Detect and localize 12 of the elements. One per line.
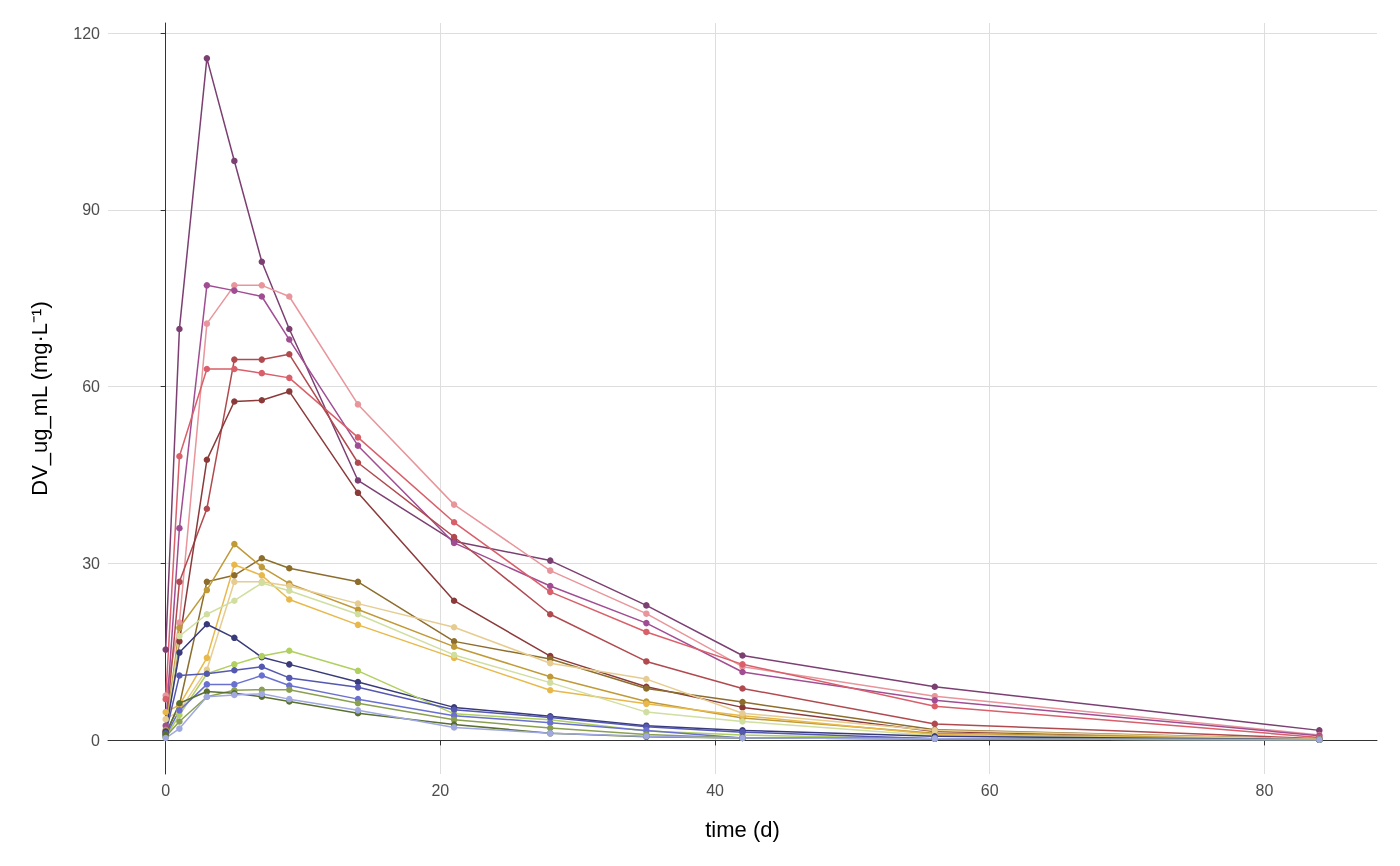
y-tick-label: 0 bbox=[91, 731, 101, 749]
x-tick-label: 60 bbox=[980, 781, 999, 799]
x-tick-label: 0 bbox=[161, 781, 171, 799]
x-tick-label: 20 bbox=[431, 781, 450, 799]
y-tick-label: 60 bbox=[82, 378, 101, 396]
y-axis-title: DV_ug_mL (mg·L⁻¹) bbox=[26, 301, 52, 496]
x-tick-label: 40 bbox=[706, 781, 725, 799]
x-tick-label: 80 bbox=[1255, 781, 1274, 799]
y-tick-label: 30 bbox=[82, 555, 101, 573]
y-tick-label: 120 bbox=[73, 24, 101, 42]
y-tick-label: 90 bbox=[82, 201, 101, 219]
x-axis-title: time (d) bbox=[705, 816, 780, 842]
